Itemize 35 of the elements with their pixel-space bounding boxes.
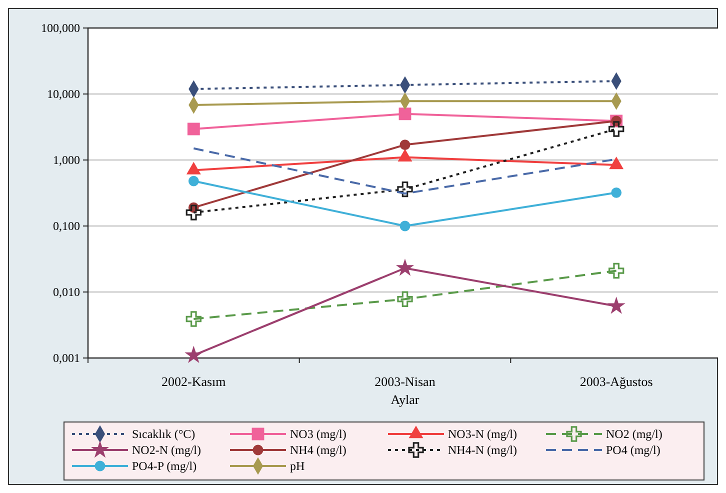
point [396, 260, 414, 276]
legend-label: NO3-N (mg/l) [448, 427, 517, 442]
point [186, 311, 202, 327]
x-axis-title: Aylar [390, 392, 420, 407]
point [400, 220, 410, 232]
point [608, 121, 624, 137]
point [608, 298, 624, 314]
point [186, 204, 202, 220]
point [397, 291, 413, 307]
point [397, 181, 413, 198]
legend-label: PO4 (mg/l) [606, 443, 660, 458]
x-tick-label: 2002-Kasım [162, 374, 226, 389]
point [608, 262, 624, 279]
y-tick-label: 0,100 [53, 219, 80, 234]
point [400, 140, 410, 150]
y-tick-label: 0,001 [53, 351, 80, 366]
x-tick-label: 2003-Nisan [374, 374, 436, 389]
point [611, 187, 622, 198]
point [188, 176, 199, 186]
legend-label: NO2 (mg/l) [606, 427, 662, 442]
legend-label: Sıcaklık (°C) [132, 427, 196, 442]
legend-label: NH4 (mg/l) [290, 443, 346, 458]
point [186, 346, 202, 362]
legend-label: pH [290, 459, 305, 474]
y-tick-label: 100,000 [41, 21, 80, 36]
y-tick-label: 1,000 [53, 153, 80, 168]
point [187, 122, 200, 136]
y-tick-label: 10,000 [47, 87, 80, 102]
y-tick-label: 0,010 [53, 285, 80, 300]
legend-label: NO3 (mg/l) [290, 427, 346, 442]
legend-label: NH4-N (mg/l) [448, 443, 517, 458]
x-tick-label: 2003-Ağustos [580, 374, 653, 389]
point [398, 108, 412, 120]
legend-label: NO2-N (mg/l) [132, 443, 201, 458]
legend-label: PO4-P (mg/l) [132, 459, 197, 474]
